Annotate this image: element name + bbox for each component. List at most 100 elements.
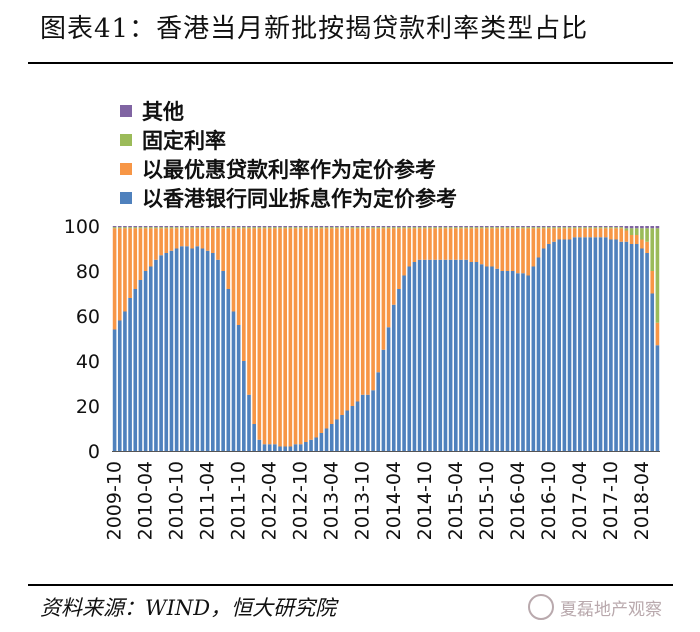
bar-segment-prime <box>288 228 293 447</box>
y-tick-label: 80 <box>76 261 100 283</box>
bar-segment-fixed <box>154 227 158 229</box>
bar-segment-fixed <box>221 227 225 229</box>
bar-segment-other <box>428 226 432 228</box>
bar-segment-other <box>593 226 598 228</box>
bar-segment-hibor <box>257 439 262 451</box>
bar-segment-prime <box>386 228 391 328</box>
bar-segment-fixed <box>309 227 313 229</box>
bar-segment-other <box>490 226 494 228</box>
bar-segment-other <box>252 226 256 228</box>
bar-segment-prime <box>242 228 246 361</box>
bar-segment-other <box>453 226 458 228</box>
bar-segment-hibor <box>459 259 463 451</box>
bar-segment-other <box>505 226 510 228</box>
bar-segment-fixed <box>185 227 189 229</box>
bar-segment-other <box>371 226 375 228</box>
bar-segment-other <box>640 226 644 229</box>
bar-segment-other <box>526 226 530 228</box>
legend-item-hibor: 以香港银行同业拆息作为定价参考 <box>120 183 457 212</box>
bar-segment-hibor <box>138 280 143 451</box>
bar-segment-other <box>195 226 200 228</box>
bar-segment-prime <box>624 230 629 242</box>
bar-segment-prime <box>216 228 220 260</box>
x-tick-label: 2017-04 <box>569 461 591 540</box>
bar-segment-prime <box>510 228 515 271</box>
bar-segment-other <box>226 226 231 228</box>
bar-segment-fixed <box>603 227 608 229</box>
bar-segment-prime <box>469 228 474 262</box>
bar-segment-prime <box>603 228 608 238</box>
bar-segment-other <box>138 226 143 228</box>
footer-divider <box>28 584 673 586</box>
bar-segment-prime <box>117 228 122 321</box>
bar-segment-fixed <box>242 227 246 229</box>
bar-segment-fixed <box>505 227 510 229</box>
bar-segment-other <box>143 226 148 228</box>
bar-segment-prime <box>205 228 210 251</box>
bar-segment-hibor <box>609 239 613 451</box>
x-tick-label: 2011-04 <box>197 461 219 540</box>
bar-segment-fixed <box>314 227 319 229</box>
bar-segment-fixed <box>640 228 644 240</box>
bar-segment-other <box>583 226 587 228</box>
x-tick-label: 2017-10 <box>600 461 622 540</box>
bar-segment-fixed <box>360 227 365 229</box>
bar-segment-hibor <box>505 271 510 451</box>
bar-segment-other <box>112 226 117 228</box>
bar-segment-hibor <box>112 329 117 451</box>
bar-segment-fixed <box>278 227 282 229</box>
bar-segment-hibor <box>485 266 489 451</box>
bar-segment-hibor <box>536 257 541 451</box>
bar-segment-prime <box>495 228 499 269</box>
bar-segment-prime <box>345 228 350 411</box>
bar-segment-other <box>479 226 484 228</box>
bar-segment-prime <box>557 228 561 240</box>
bar-segment-prime <box>417 228 422 260</box>
bar-segment-fixed <box>293 227 298 229</box>
bar-segment-prime <box>650 271 655 294</box>
bar-segment-fixed <box>133 227 138 229</box>
bar-segment-hibor <box>319 433 324 451</box>
x-tick-label: 2011-10 <box>228 461 250 540</box>
bar-segment-fixed <box>340 227 344 229</box>
bar-segment-fixed <box>619 227 624 229</box>
bar-segment-hibor <box>422 259 427 451</box>
bar-segment-hibor <box>360 394 365 451</box>
bar-segment-other <box>531 226 536 228</box>
bar-segment-hibor <box>629 244 634 451</box>
bar-segment-hibor <box>262 444 267 451</box>
y-tick-label: 60 <box>76 306 100 328</box>
bar-segment-hibor <box>443 259 448 451</box>
bar-segment-prime <box>355 228 360 402</box>
x-tick-label: 2012-04 <box>259 461 281 540</box>
bar-segment-prime <box>459 228 463 260</box>
bar-segment-prime <box>185 228 189 247</box>
bar-segment-fixed <box>593 227 598 229</box>
bar-segment-fixed <box>355 227 360 229</box>
bar-segment-hibor <box>578 237 582 451</box>
bar-segment-prime <box>655 322 660 346</box>
bar-segment-prime <box>562 228 567 240</box>
x-tick-label: 2015-10 <box>476 461 498 540</box>
bar-segment-prime <box>567 228 572 240</box>
bar-segment-other <box>386 226 391 228</box>
bar-segment-prime <box>159 228 163 256</box>
bar-segment-prime <box>645 241 649 253</box>
bar-segment-prime <box>112 228 117 330</box>
bar-segment-fixed <box>195 227 200 229</box>
bar-segment-hibor <box>619 241 624 451</box>
bar-segment-prime <box>267 228 272 445</box>
bar-segment-other <box>609 226 613 228</box>
bar-segment-fixed <box>422 227 427 229</box>
bar-segment-hibor <box>557 239 561 451</box>
bar-segment-fixed <box>412 227 417 229</box>
bar-segment-fixed <box>397 227 401 229</box>
bar-segment-other <box>200 226 205 228</box>
bar-segment-hibor <box>148 266 153 451</box>
bar-segment-prime <box>443 228 448 260</box>
bar-segment-hibor <box>634 244 639 451</box>
bar-segment-fixed <box>614 227 618 229</box>
bar-segment-fixed <box>123 227 127 229</box>
bar-segment-hibor <box>335 419 339 451</box>
bar-segment-other <box>288 226 293 228</box>
